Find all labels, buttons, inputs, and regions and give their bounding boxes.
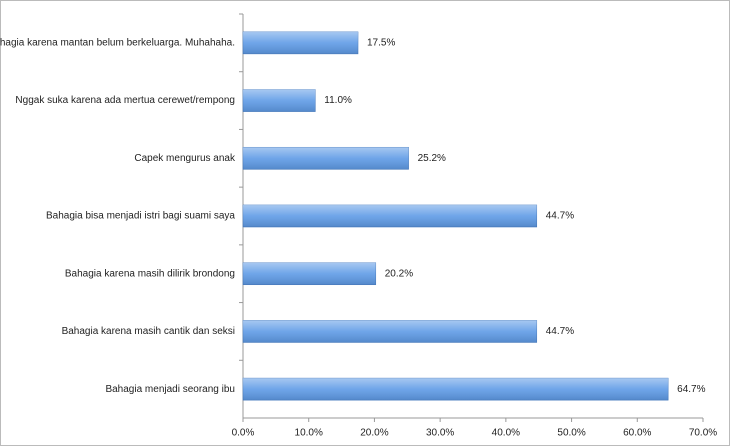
x-tick-label: 70.0%	[689, 428, 717, 439]
y-tick-label: Bahagia karena masih cantik dan seksi	[62, 326, 235, 337]
value-label: 44.7%	[546, 326, 574, 337]
y-tick-label: Capek mengurus anak	[134, 153, 236, 164]
bar-shine	[243, 31, 358, 54]
y-tick-label: Bahagia menjadi seorang ibu	[105, 384, 235, 395]
bar-shine	[243, 205, 537, 227]
bar-shine	[243, 320, 537, 343]
x-tick-label: 30.0%	[426, 428, 454, 439]
x-tick-label: 60.0%	[623, 428, 651, 439]
value-label: 64.7%	[677, 384, 705, 395]
value-label: 11.0%	[324, 95, 352, 106]
y-tick-label: Bahagia karena mantan belum berkeluarga.…	[0, 37, 235, 48]
value-label: 44.7%	[546, 211, 574, 222]
x-tick-label: 20.0%	[360, 428, 388, 439]
y-tick-label: Nggak suka karena ada mertua cerewet/rem…	[15, 95, 235, 106]
value-label: 20.2%	[385, 268, 413, 279]
x-tick-label: 0.0%	[232, 428, 255, 439]
value-label: 25.2%	[418, 153, 446, 164]
bar-shine	[243, 89, 316, 112]
x-tick-label: 10.0%	[295, 428, 323, 439]
x-tick-label: 50.0%	[557, 428, 585, 439]
x-tick-label: 40.0%	[492, 428, 520, 439]
y-tick-label: Bahagia karena masih dilirik brondong	[65, 268, 235, 279]
value-label: 17.5%	[367, 37, 395, 48]
bar-shine	[243, 262, 376, 285]
bar-shine	[243, 147, 409, 170]
y-tick-label: Bahagia bisa menjadi istri bagi suami sa…	[46, 211, 235, 222]
bar-shine	[243, 378, 669, 401]
